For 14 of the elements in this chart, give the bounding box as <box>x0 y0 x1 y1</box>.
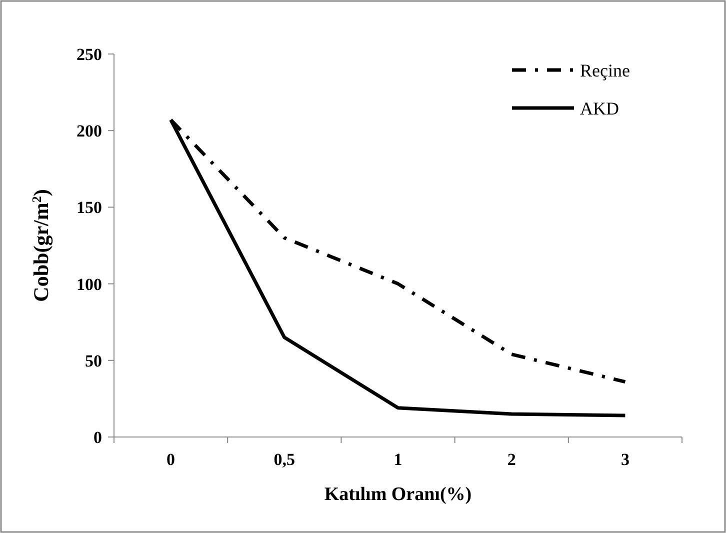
x-tick-label: 3 <box>620 450 630 469</box>
y-tick-label: 150 <box>76 198 102 218</box>
y-tick-label: 100 <box>76 274 102 294</box>
x-tick-label: 0 <box>166 450 176 469</box>
y-tick-label: 50 <box>85 351 102 370</box>
legend-label: Reçine <box>580 60 630 80</box>
legend-label: AKD <box>580 98 619 118</box>
x-tick-label: 0,5 <box>274 450 296 469</box>
x-tick-label: 1 <box>394 450 402 469</box>
y-tick-label: 250 <box>76 44 102 64</box>
x-tick-label: 2 <box>507 450 516 469</box>
y-tick-label: 0 <box>94 428 102 447</box>
y-tick-label: 200 <box>76 122 102 141</box>
x-axis-title: Katılım Oranı(%) <box>324 484 472 505</box>
